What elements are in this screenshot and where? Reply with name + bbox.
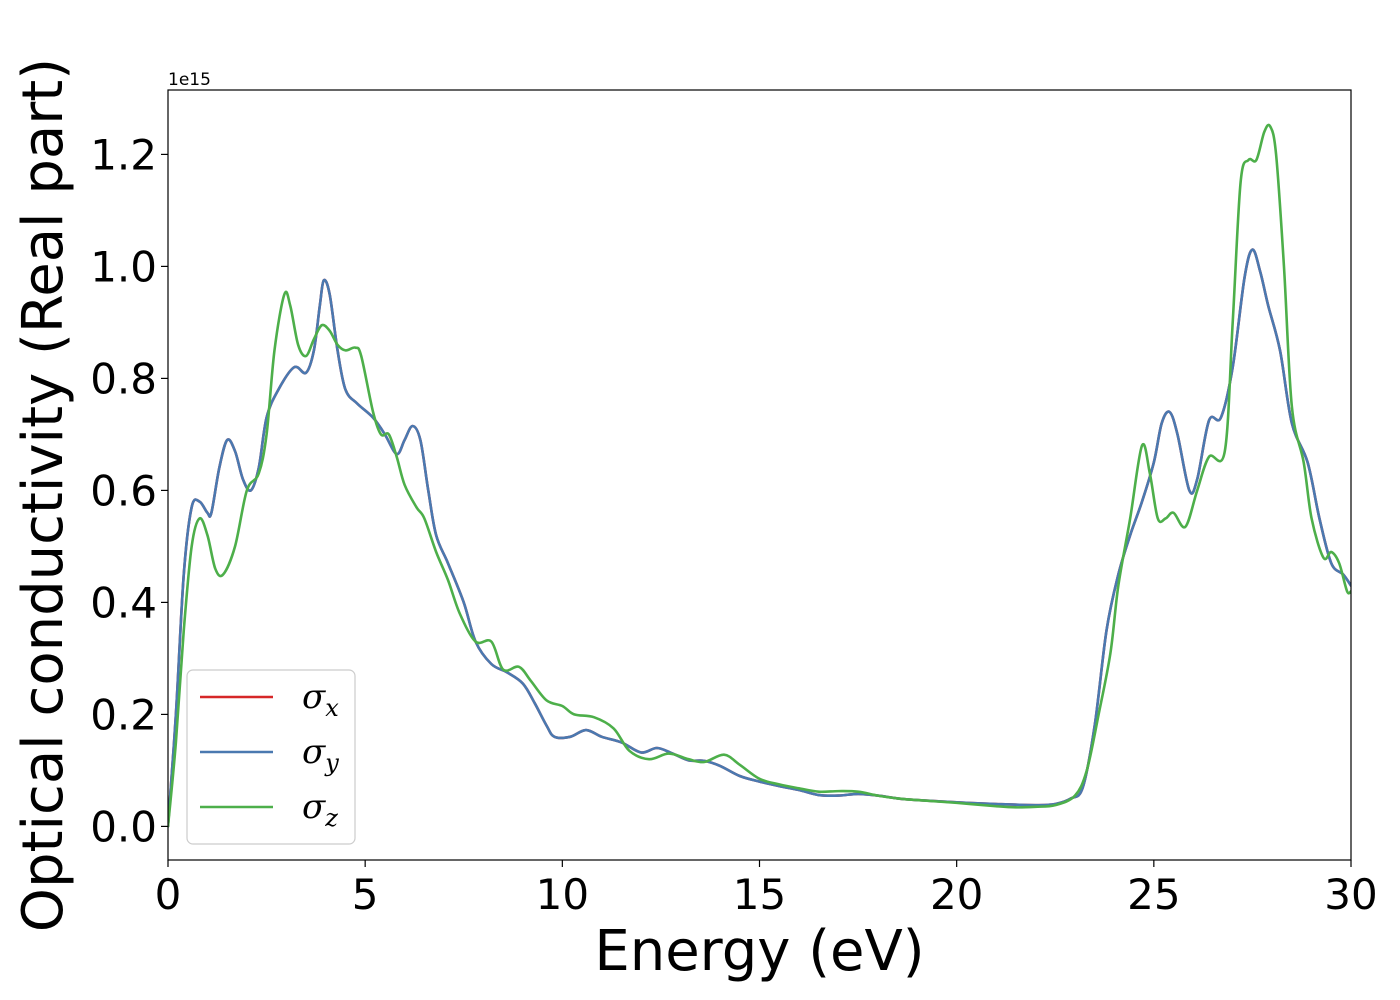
y-tick-label: 1.0 [90,242,157,291]
series-layer [168,123,1351,828]
y-tick-label: 0.0 [90,802,157,851]
y-tick-label: 1.2 [90,130,157,179]
y-axis: 0.0 0.2 0.4 0.6 0.8 1.0 1.2 [90,130,168,851]
legend: σx σy σz [186,669,356,845]
y-tick-label: 0.2 [90,690,157,739]
y-tick-label: 0.6 [90,466,157,515]
legend-label-y: σy [302,732,339,777]
x-tick-label: 0 [155,870,182,919]
x-tick-label: 5 [352,870,379,919]
x-tick-label: 20 [930,870,983,919]
series-line-z [168,123,1351,828]
x-tick-label: 15 [733,870,786,919]
x-axis: 0 5 10 15 20 25 30 [155,860,1378,919]
y-tick-label: 0.8 [90,354,157,403]
y-tick-label: 0.4 [90,578,157,627]
series-line-y [168,248,1351,828]
legend-box [186,669,356,845]
x-tick-label: 10 [536,870,589,919]
x-tick-label: 30 [1324,870,1377,919]
x-tick-label: 25 [1127,870,1180,919]
x-axis-label: Energy (eV) [594,919,924,984]
y-axis-label: Optical conductivity (Real part) [11,58,76,932]
legend-label-z: σz [302,787,338,832]
y-offset-label: 1e15 [168,70,211,90]
legend-label-x: σx [302,677,339,722]
